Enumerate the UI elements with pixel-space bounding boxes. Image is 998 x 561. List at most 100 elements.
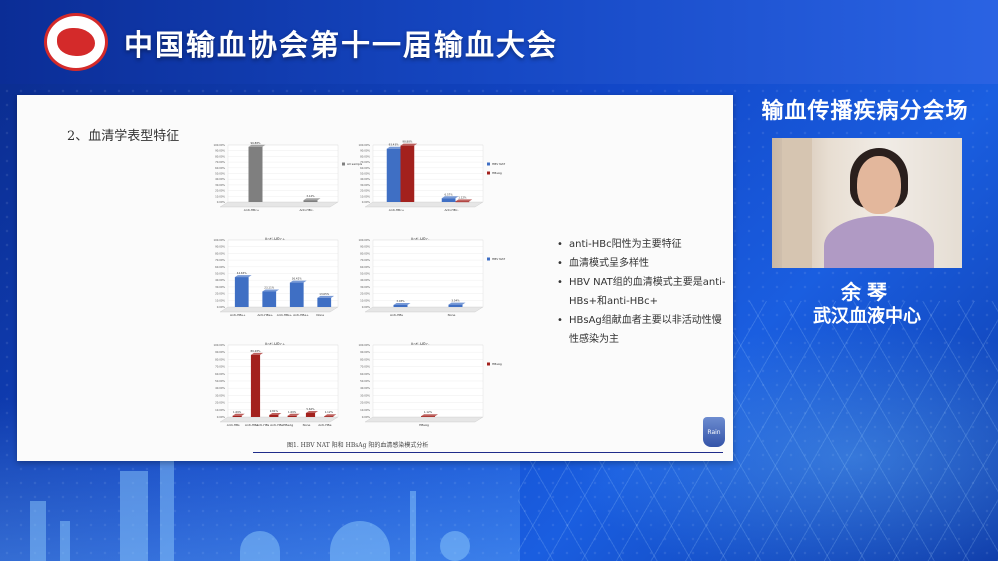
y-tick-label: 0.00% <box>217 305 226 309</box>
session-title: 输血传播疾病分会场 <box>761 99 969 124</box>
bar <box>303 200 318 202</box>
bar <box>393 304 408 307</box>
y-tick-label: 70.00% <box>360 365 370 369</box>
y-tick-label: 10.00% <box>360 408 370 412</box>
slide-bullet-list: anti-HBc阳性为主要特征 血清模式呈多样性 HBV NAT组的血清模式主要… <box>557 235 727 349</box>
data-label: 1.69% <box>233 410 242 414</box>
y-tick-label: 90.00% <box>215 149 225 153</box>
data-label: 1.12% <box>458 195 467 199</box>
y-tick-label: 30.00% <box>215 183 225 187</box>
y-tick-label: 50.00% <box>215 272 225 276</box>
chart-svg: Anti-HBc- 0.00% 10.00% 20.00% 30.00% 40.00% 50… <box>358 237 505 317</box>
bar-top <box>289 280 307 283</box>
bar-chart-1: 0.00% 10.00% 20.00% 30.00% 40.00% 50.00% 60.00… <box>202 140 362 243</box>
x-tick-label: Anti-HBe+ <box>257 313 273 317</box>
bar <box>317 297 332 307</box>
bullet-item: HBV NAT组的血清模式主要是anti-HBs+和anti-HBc+ <box>557 273 727 311</box>
chart-svg: Anti-HBc+ 0.00% 10.00% 20.00% 30.00% 40.00% 50… <box>213 342 339 427</box>
bar-chart-3: Anti-HBc+ 0.00% 10.00% 20.00% 30.00% 40.00% 50… <box>202 235 362 348</box>
bar-top <box>232 413 245 416</box>
speaker-organization: 武汉血液中心 <box>813 306 921 327</box>
chart-floor <box>364 201 484 208</box>
y-tick-label: 100.00% <box>358 143 370 147</box>
chart-svg: Anti-HBc+ 0.00% 10.00% 20.00% 30.00% 40.00% 50… <box>213 237 339 317</box>
data-label: 96.88% <box>251 141 261 145</box>
bar-top <box>455 199 473 202</box>
legend-label: HBsAg <box>492 362 502 366</box>
y-tick-label: 40.00% <box>215 177 225 181</box>
bar-top <box>303 198 321 201</box>
y-tick-label: 0.00% <box>217 415 226 419</box>
x-tick-label: None <box>303 423 311 427</box>
x-tick-label: Anti-HBc- <box>299 208 313 212</box>
bar-top <box>393 302 411 305</box>
y-tick-label: 10.00% <box>360 194 370 198</box>
y-tick-label: 20.00% <box>360 292 370 296</box>
bar <box>262 291 277 307</box>
y-tick-label: 40.00% <box>360 386 370 390</box>
y-tick-label: 70.00% <box>215 365 225 369</box>
bar-top <box>386 146 404 149</box>
data-label: 98.88% <box>402 140 412 144</box>
y-tick-label: 50.00% <box>360 272 370 276</box>
y-tick-label: 90.00% <box>215 350 225 354</box>
y-tick-label: 20.00% <box>360 401 370 405</box>
data-label: 3.12% <box>306 194 315 198</box>
chart-title: Anti-HBc- <box>411 237 430 242</box>
x-tick-label: HBsAg <box>419 423 429 427</box>
y-tick-label: 70.00% <box>215 258 225 262</box>
y-tick-label: 20.00% <box>360 189 370 193</box>
bar-chart-6: Anti-HBc- 0.00% 10.00% 20.00% 30.00% 40.00% 50… <box>347 340 507 458</box>
legend-label: All samples <box>347 162 362 166</box>
speaker-name: 余琴 <box>841 280 893 304</box>
x-tick-label: Anti-HBs <box>390 313 403 317</box>
y-tick-label: 0.00% <box>362 415 371 419</box>
bar <box>400 145 415 202</box>
bar <box>248 146 263 202</box>
chart-svg: Anti-HBc- 0.00% 10.00% 20.00% 30.00% 40.00% 50… <box>358 342 502 427</box>
y-tick-label: 40.00% <box>360 278 370 282</box>
x-tick-label: Anti-HBc+ <box>244 208 260 212</box>
legend-swatch <box>487 362 490 366</box>
bullet-item: 血清模式呈多样性 <box>557 254 727 273</box>
y-tick-label: 20.00% <box>215 401 225 405</box>
bar <box>448 304 463 307</box>
bar-top <box>324 414 337 417</box>
bar <box>386 148 401 202</box>
y-tick-label: 80.00% <box>360 357 370 361</box>
legend-swatch <box>487 162 490 166</box>
x-tick-label: Anti-HBs Anti-HBe <box>256 423 283 427</box>
bar-top <box>250 352 264 355</box>
y-tick-label: 60.00% <box>215 265 225 269</box>
y-tick-label: 100.00% <box>213 238 225 242</box>
chart-floor <box>219 201 339 208</box>
y-tick-label: 90.00% <box>360 350 370 354</box>
x-tick-label: None <box>448 313 456 317</box>
chart-svg: 0.00% 10.00%20.00% 30.00% 40.00%50.00% 60.00… <box>358 140 505 212</box>
bullet-item: anti-HBc阳性为主要特征 <box>557 235 727 254</box>
data-label: 23.11% <box>264 286 274 290</box>
bar-top <box>441 196 459 199</box>
legend-label: HBV NAT <box>492 257 505 261</box>
y-tick-label: 10.00% <box>215 298 225 302</box>
y-tick-label: 10.00% <box>215 408 225 412</box>
bar-top <box>248 144 266 147</box>
x-tick-label: Anti-HBs <box>227 423 240 427</box>
data-label: 3.03% <box>396 299 405 303</box>
speaker-video[interactable] <box>772 138 962 268</box>
y-tick-label: 50.00% <box>360 172 370 176</box>
x-tick-label: Anti-HBs+ Anti-HBe+ <box>277 313 310 317</box>
bar-top <box>287 413 300 416</box>
x-tick-label: Anti-HBc+ <box>389 208 405 212</box>
y-tick-label: 100.00% <box>358 343 370 347</box>
data-label: 2.81% <box>270 409 279 413</box>
bullet-item: HBsAg组献血者主要以非活动性慢性感染为主 <box>557 311 727 349</box>
bar-top <box>234 275 252 278</box>
data-label: 44.65% <box>237 271 247 275</box>
y-tick-label: 0.00% <box>362 305 371 309</box>
chart-title: Anti-HBc+ <box>265 342 286 347</box>
y-tick-label: 100.00% <box>213 143 225 147</box>
data-label: 93.43% <box>389 143 399 147</box>
y-tick-label: 40.00% <box>215 278 225 282</box>
y-tick-label: 80.00% <box>360 154 370 158</box>
